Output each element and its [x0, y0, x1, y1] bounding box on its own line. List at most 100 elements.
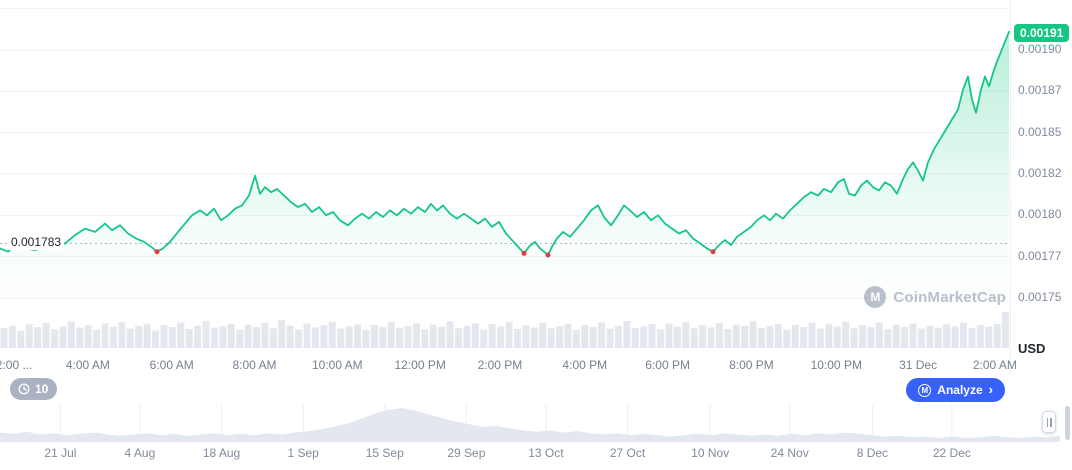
- volume-bar: [278, 319, 286, 348]
- volume-bar: [101, 323, 109, 348]
- volume-bar: [842, 321, 850, 348]
- volume-bar: [960, 322, 968, 348]
- volume-bar: [539, 322, 547, 348]
- volume-bar: [690, 328, 698, 348]
- volume-bar: [993, 323, 1001, 348]
- volume-bar: [480, 329, 488, 348]
- volume-bar: [227, 323, 235, 348]
- volume-bar: [901, 326, 909, 348]
- coinmarketcap-watermark: M CoinMarketCap: [864, 286, 1006, 308]
- volume-bar: [564, 323, 572, 348]
- volume-bar: [42, 322, 50, 348]
- volume-bar: [109, 326, 117, 348]
- x-axis: 2:00 ... 4:00 AM 6:00 AM 8:00 AM 10:00 AM 12:…: [0, 352, 1017, 374]
- volume-bar: [488, 324, 496, 348]
- volume-bar: [589, 327, 597, 348]
- y-tick-label: 0.00175: [1018, 290, 1062, 304]
- volume-bar: [354, 324, 362, 348]
- volume-bar: [1002, 312, 1010, 348]
- volume-bar: [236, 329, 244, 348]
- volume-bar: [118, 322, 126, 348]
- x-axis-label: 8:00 PM: [729, 358, 774, 372]
- volume-bar: [337, 328, 345, 348]
- volume-bars: [0, 312, 1010, 348]
- volume-bar: [8, 325, 16, 348]
- x-axis-label: 12:00 PM: [394, 358, 446, 372]
- volume-bar: [631, 327, 639, 348]
- watermark-text: CoinMarketCap: [893, 288, 1006, 306]
- y-axis: 0.00190 0.00187 0.00185 0.00182 0.00180 0.001…: [1010, 0, 1072, 374]
- volume-bar: [421, 329, 429, 348]
- volume-bar: [463, 325, 471, 348]
- volume-bar: [875, 322, 883, 348]
- previous-close-label: 0.001783: [8, 235, 65, 251]
- dip-marker: [154, 249, 160, 255]
- nav-date-label: 1 Sep: [287, 446, 319, 460]
- volume-bar: [210, 327, 218, 348]
- volume-bar: [682, 322, 690, 348]
- volume-bar: [25, 324, 33, 348]
- volume-bar: [581, 325, 589, 348]
- dip-marker: [710, 249, 716, 255]
- volume-bar: [522, 325, 530, 348]
- volume-bar: [909, 323, 917, 348]
- volume-bar: [951, 326, 959, 348]
- volume-bar: [396, 327, 404, 348]
- volume-bar: [320, 325, 328, 348]
- history-count: 10: [35, 382, 49, 396]
- volume-bar: [177, 322, 185, 348]
- range-navigator[interactable]: [0, 404, 1060, 442]
- volume-bar: [93, 330, 101, 348]
- volume-bar: [295, 329, 303, 348]
- volume-bar: [202, 321, 210, 348]
- volume-bar: [833, 326, 841, 348]
- volume-bar: [749, 321, 757, 348]
- volume-bar: [791, 325, 799, 348]
- y-tick-label: 0.00182: [1018, 166, 1062, 180]
- nav-date-label: 10 Nov: [691, 446, 730, 460]
- volume-bar: [657, 329, 665, 348]
- x-axis-label: 8:00 AM: [232, 358, 277, 372]
- clock-history-icon: [18, 383, 30, 395]
- navigator-drag-handle[interactable]: [1042, 411, 1056, 433]
- x-axis-label: 2:00 PM: [477, 358, 523, 372]
- nav-date-label: 8 Dec: [856, 446, 889, 460]
- volume-bar: [412, 323, 420, 348]
- volume-bar: [286, 325, 294, 348]
- nav-date-label: 15 Sep: [365, 446, 404, 460]
- nav-date-label: 22 Dec: [932, 446, 971, 460]
- y-axis-unit-label: USD: [1018, 341, 1046, 356]
- dip-marker: [545, 252, 551, 258]
- volume-bar: [648, 324, 656, 348]
- volume-bar: [269, 328, 277, 348]
- volume-bar: [598, 322, 606, 348]
- volume-bar: [513, 328, 521, 348]
- volume-bar: [976, 325, 984, 348]
- nav-date-label: 13 Oct: [528, 446, 564, 460]
- analyze-button[interactable]: M Analyze ›: [906, 378, 1005, 402]
- volume-bar: [446, 321, 454, 348]
- volume-bar: [741, 326, 749, 348]
- volume-bar: [867, 327, 875, 348]
- volume-bar: [715, 323, 723, 348]
- volume-bar: [640, 326, 648, 348]
- y-tick-label: 0.00185: [1018, 124, 1062, 139]
- volume-bar: [328, 322, 336, 348]
- nav-date-label: 4 Aug: [124, 446, 156, 460]
- volume-bar: [917, 328, 925, 348]
- volume-bar: [168, 327, 176, 348]
- history-replay-button[interactable]: 10: [10, 378, 58, 400]
- y-tick-label: 0.00177: [1018, 248, 1062, 263]
- volume-bar: [194, 325, 202, 348]
- volume-bar: [892, 324, 900, 348]
- volume-bar: [387, 321, 395, 348]
- y-tick-label: 0.00190: [1018, 42, 1062, 56]
- volume-bar: [758, 327, 766, 348]
- volume-bar: [34, 327, 42, 348]
- analyze-label: Analyze: [937, 383, 983, 397]
- x-axis-label: 6:00 PM: [645, 358, 690, 372]
- price-chart-plot[interactable]: M CoinMarketCap 0.001783: [0, 0, 1010, 352]
- volume-bar: [530, 327, 538, 348]
- vertical-scrollbar[interactable]: [1065, 406, 1070, 440]
- volume-bar: [67, 321, 75, 348]
